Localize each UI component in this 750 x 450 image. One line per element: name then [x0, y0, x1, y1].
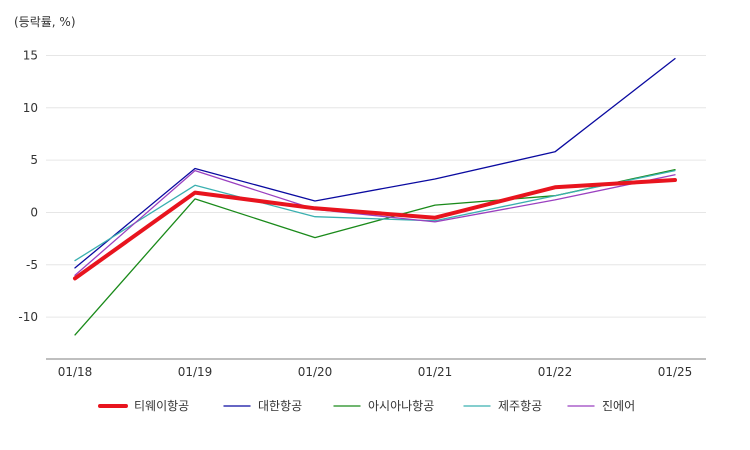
y-tick-label: 0 [30, 205, 38, 219]
legend: 티웨이항공 대한항공 아시아나항공 제주항공 진에어 [98, 399, 635, 413]
axis-layer: 15 10 5 0 -5 -10 01/18 01/19 01/20 01/21 01/22 01/2… [18, 48, 706, 379]
grid-layer [46, 54, 706, 318]
legend-item[interactable]: 아시아나항공 [333, 399, 434, 413]
y-tick-label: -10 [18, 310, 38, 324]
legend-item[interactable]: 진에어 [567, 399, 635, 413]
y-tick-label: 15 [23, 48, 38, 62]
x-tick-label: 01/20 [298, 365, 333, 379]
series-line-2 [74, 168, 676, 336]
series-layer [73, 57, 677, 336]
unit-label: (등락률, %) [14, 15, 76, 29]
legend-label: 아시아나항공 [368, 399, 434, 413]
series-line-4 [74, 169, 676, 276]
y-tick-label: 10 [23, 101, 38, 115]
x-tick-label: 01/22 [538, 365, 573, 379]
legend-label: 제주항공 [498, 399, 542, 413]
legend-item[interactable]: 대한항공 [223, 399, 302, 413]
series-line-5 [73, 178, 677, 281]
series-line-1 [74, 57, 676, 269]
y-tick-label: 5 [30, 153, 38, 167]
x-tick-label: 01/19 [178, 365, 213, 379]
legend-label: 대한항공 [258, 399, 302, 413]
x-tick-label: 01/21 [418, 365, 453, 379]
series-line-3 [74, 169, 676, 262]
x-tick-label: 01/25 [658, 365, 693, 379]
legend-item[interactable]: 티웨이항공 [98, 399, 189, 413]
y-tick-label: -5 [26, 258, 38, 272]
legend-item[interactable]: 제주항공 [463, 399, 542, 413]
legend-label: 진에어 [602, 399, 635, 413]
legend-label: 티웨이항공 [134, 399, 189, 413]
x-tick-label: 01/18 [58, 365, 93, 379]
